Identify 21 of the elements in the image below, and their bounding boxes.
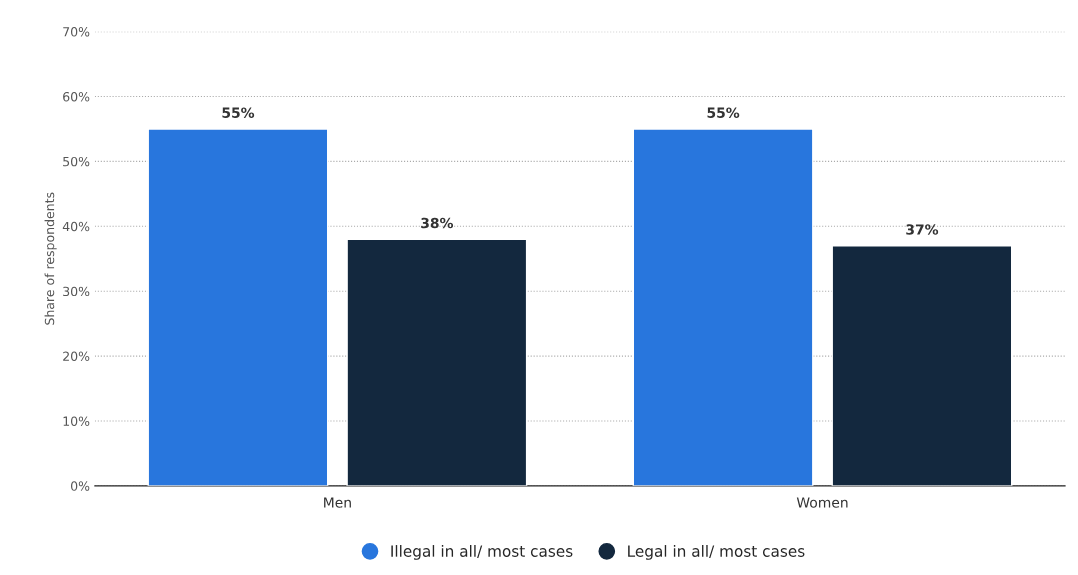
bar [346,238,528,486]
bar [831,245,1013,486]
data-label: 37% [906,224,939,235]
legend-label: Legal in all/ most cases [628,545,805,560]
y-tick-label: 60% [63,91,90,102]
data-label: 55% [707,107,740,118]
x-tick-label: Men [324,497,351,508]
bar [147,128,329,486]
data-label: 38% [421,217,454,229]
data-label: 55% [222,107,255,118]
y-tick-label: 70% [63,27,90,37]
y-tick-label: 30% [63,286,90,297]
y-tick-label: 20% [63,351,90,362]
legend-label: Illegal in all/ most cases [391,545,573,560]
y-tick-label: 0% [71,481,90,491]
x-tick-label: Women [796,497,848,508]
y-tick-label: 50% [63,156,90,167]
y-tick-label: 40% [62,221,90,232]
y-tick-label: 10% [63,416,90,426]
bar [632,128,814,486]
y-axis-title: Share of respondents [44,192,57,325]
